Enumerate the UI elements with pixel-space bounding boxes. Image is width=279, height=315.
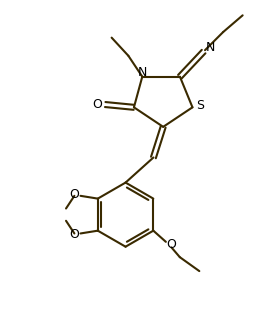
Text: O: O xyxy=(93,98,103,111)
Text: O: O xyxy=(69,188,79,201)
Text: S: S xyxy=(196,100,204,112)
Text: O: O xyxy=(167,238,176,251)
Text: N: N xyxy=(206,41,215,54)
Text: O: O xyxy=(69,228,79,241)
Text: N: N xyxy=(138,66,147,79)
